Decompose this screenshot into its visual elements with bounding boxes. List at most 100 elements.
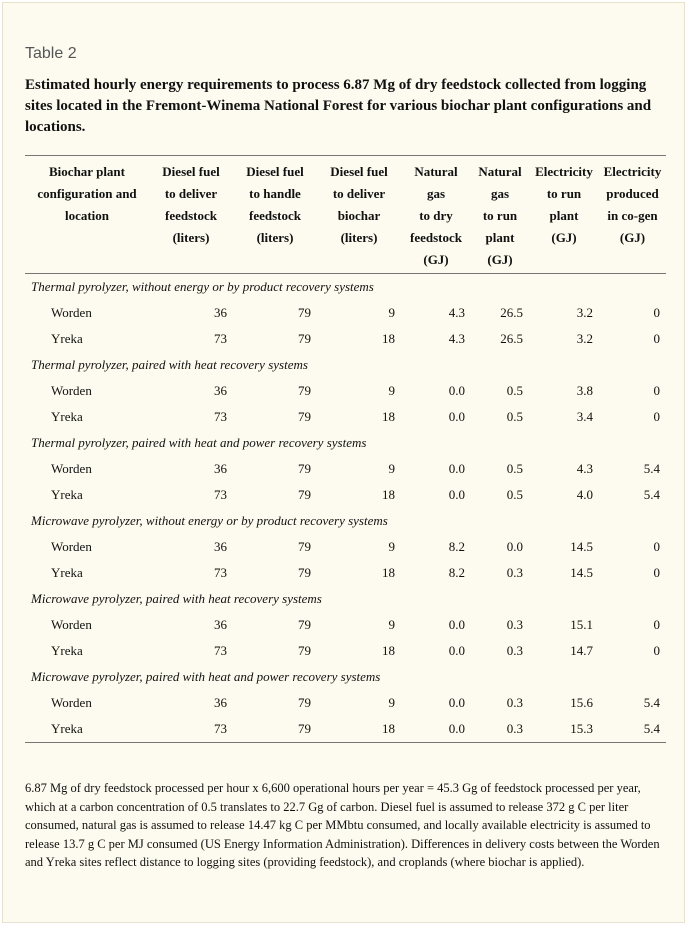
section-title: Thermal pyrolyzer, paired with heat reco… <box>31 357 308 372</box>
value-cell: 5.4 <box>643 461 660 476</box>
value-cell: 0.5 <box>506 487 523 502</box>
value-cell: 0.3 <box>506 643 523 658</box>
value-cell: 79 <box>233 716 317 743</box>
column-header-line: gas <box>490 186 510 201</box>
table-body: Thermal pyrolyzer, without energy or by … <box>25 274 666 743</box>
value-cell: 79 <box>298 487 311 502</box>
value-cell: 18 <box>382 331 395 346</box>
column-header-line: (liters) <box>172 230 210 245</box>
value-cell: 79 <box>298 331 311 346</box>
table-row: Worden 36 79 9 0.0 0.5 4.3 5.4 <box>25 456 666 482</box>
value-cell: 5.4 <box>599 716 666 743</box>
column-header-line: location <box>64 208 110 223</box>
value-cell: 9 <box>388 461 396 476</box>
value-cell: 79 <box>298 617 311 632</box>
section-row: Thermal pyrolyzer, without energy or by … <box>25 274 666 301</box>
table-footnote: 6.87 Mg of dry feedstock processed per h… <box>25 781 660 869</box>
value-cell: 26.5 <box>500 331 523 346</box>
value-cell: 36 <box>214 539 227 554</box>
table-row: Yreka 73 79 18 4.3 26.5 3.2 0 <box>25 326 666 352</box>
value-cell: 9 <box>388 695 396 710</box>
table-row: Yreka 73 79 18 8.2 0.3 14.5 0 <box>25 560 666 586</box>
value-cell: 79 <box>298 643 311 658</box>
column-header-line: (GJ) <box>423 252 449 267</box>
value-cell: 18 <box>317 716 401 743</box>
value-cell: 0.3 <box>506 565 523 580</box>
value-cell: 0.3 <box>506 617 523 632</box>
column-header-line: Electricity <box>603 164 662 179</box>
value-cell: 14.5 <box>570 565 593 580</box>
value-cell: 4.3 <box>448 305 465 320</box>
value-cell: 36 <box>214 383 227 398</box>
section-title: Microwave pyrolyzer, paired with heat an… <box>31 669 381 684</box>
section-title: Microwave pyrolyzer, paired with heat re… <box>31 591 322 606</box>
section-row: Thermal pyrolyzer, paired with heat and … <box>25 430 666 456</box>
column-header-line: to handle <box>249 186 301 201</box>
value-cell: 36 <box>214 461 227 476</box>
column-header-line: gas <box>426 186 446 201</box>
table-panel: Table 2 Estimated hourly energy requirem… <box>2 2 685 923</box>
section-title: Microwave pyrolyzer, without energy or b… <box>31 513 388 528</box>
value-cell: 0.0 <box>448 643 465 658</box>
column-header: Electricity produced in co-gen (GJ) <box>599 156 666 274</box>
section-row: Microwave pyrolyzer, paired with heat re… <box>25 586 666 612</box>
site-cell: Yreka <box>51 565 83 580</box>
column-header: Diesel fuel to handle feedstock (liters) <box>233 156 317 274</box>
column-header-line: to deliver <box>164 186 218 201</box>
value-cell: 0 <box>653 643 661 658</box>
column-header: Biochar plant configuration and location <box>25 156 149 274</box>
value-cell: 5.4 <box>643 695 660 710</box>
value-cell: 0.0 <box>506 539 523 554</box>
column-header: Electricity to run plant (GJ) <box>529 156 599 274</box>
value-cell: 0.0 <box>401 716 471 743</box>
table-label: Table 2 <box>25 45 77 62</box>
value-cell: 0 <box>653 409 661 424</box>
header-row: Biochar plant configuration and location Di… <box>25 155 666 274</box>
value-cell: 9 <box>388 305 396 320</box>
column-header-line: (GJ) <box>487 252 513 267</box>
value-cell: 3.8 <box>576 383 593 398</box>
column-header-line: plant <box>549 208 579 223</box>
value-cell: 0.0 <box>448 617 465 632</box>
value-cell: 3.2 <box>576 305 593 320</box>
site-cell: Yreka <box>51 331 83 346</box>
column-header: Natural gas to run plant (GJ) <box>471 156 529 274</box>
section-title: Thermal pyrolyzer, without energy or by … <box>31 279 374 294</box>
value-cell: 79 <box>298 383 311 398</box>
value-cell: 3.4 <box>576 409 593 424</box>
value-cell: 8.2 <box>448 565 465 580</box>
column-header-line: Diesel fuel <box>246 164 304 179</box>
table-row: Worden 36 79 9 0.0 0.3 15.6 5.4 <box>25 690 666 716</box>
value-cell: 73 <box>149 716 233 743</box>
section-row: Microwave pyrolyzer, without energy or b… <box>25 508 666 534</box>
value-cell: 79 <box>298 461 311 476</box>
column-header-line: (GJ) <box>619 230 646 245</box>
site-cell: Yreka <box>51 409 83 424</box>
value-cell: 0.5 <box>506 461 523 476</box>
value-cell: 36 <box>214 617 227 632</box>
column-header-line: biochar <box>337 208 381 223</box>
table-row: Worden 36 79 9 4.3 26.5 3.2 0 <box>25 300 666 326</box>
value-cell: 0.5 <box>506 409 523 424</box>
table-caption: Estimated hourly energy requirements to … <box>25 77 652 135</box>
value-cell: 4.3 <box>448 331 465 346</box>
value-cell: 73 <box>214 487 227 502</box>
column-header-line: configuration and <box>37 186 137 201</box>
column-header-line: to dry <box>419 208 453 223</box>
column-header-line: Biochar plant <box>49 164 125 179</box>
value-cell: 18 <box>382 487 395 502</box>
site-cell: Yreka <box>51 487 83 502</box>
value-cell: 79 <box>298 695 311 710</box>
value-cell: 73 <box>214 565 227 580</box>
value-cell: 36 <box>214 305 227 320</box>
column-header-line: to deliver <box>332 186 386 201</box>
column-header-line: feedstock <box>249 208 301 223</box>
column-header-line: produced <box>606 186 659 201</box>
table-row: Worden 36 79 9 0.0 0.3 15.1 0 <box>25 612 666 638</box>
table-row: Worden 36 79 9 0.0 0.5 3.8 0 <box>25 378 666 404</box>
column-header-line: in co-gen <box>607 208 658 223</box>
value-cell: 9 <box>388 383 396 398</box>
value-cell: 0.3 <box>506 695 523 710</box>
value-cell: 0.0 <box>448 409 465 424</box>
value-cell: 18 <box>382 409 395 424</box>
